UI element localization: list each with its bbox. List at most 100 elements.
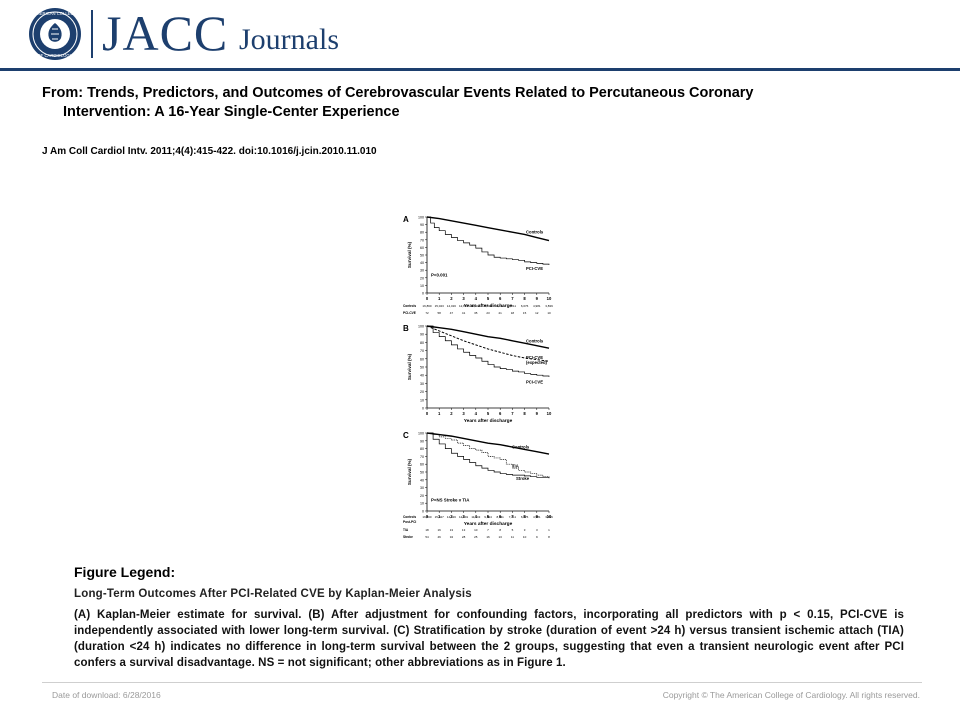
panel-label-b: B [403, 324, 409, 333]
download-date: Date of download: 6/28/2016 [52, 690, 161, 700]
risk-row-value: 10 [547, 311, 551, 315]
x-tick-label: 6 [499, 296, 502, 301]
y-tick-label: 90 [420, 223, 424, 227]
brand-jacc: JACC [102, 5, 229, 61]
risk-row-value: 12,801 [459, 304, 469, 308]
x-tick-label: 9 [536, 411, 539, 416]
x-tick-label: 10 [547, 411, 552, 416]
x-tick-label: 1 [438, 514, 441, 519]
y-tick-label: 50 [420, 366, 424, 370]
y-tick-label: 20 [420, 390, 424, 394]
x-tick-label: 2 [450, 514, 453, 519]
risk-row-value: 28 [462, 535, 466, 539]
panel-label-c: C [403, 431, 409, 440]
y-tick-label: 50 [420, 254, 424, 258]
x-tick-label: 5 [487, 411, 490, 416]
y-tick-label: 60 [420, 463, 424, 467]
risk-row-value: 18 [425, 528, 429, 532]
series-line-pci-cve [427, 216, 550, 265]
risk-row-value: 54 [425, 535, 429, 539]
x-tick-label: 7 [511, 411, 514, 416]
risk-row-value: 9,894 [484, 304, 492, 308]
risk-row-value: 13 [499, 535, 503, 539]
risk-row-value: 5 [512, 528, 514, 532]
y-tick-label: 0 [422, 407, 424, 411]
x-tick-label: 7 [511, 514, 514, 519]
risk-row-value: 9 [536, 535, 538, 539]
svg-text:OF CARDIOLOGY: OF CARDIOLOGY [38, 53, 73, 58]
y-tick-label: 90 [420, 333, 424, 337]
figure-legend-body: (A) Kaplan-Meier estimate for survival. … [74, 609, 904, 669]
acc-seal-logo: AMERICAN COLLEGE OF CARDIOLOGY [29, 8, 81, 60]
x-axis-label: Years after discharge [464, 521, 513, 527]
x-tick-label: 5 [487, 296, 490, 301]
risk-row-value: 7 [487, 528, 489, 532]
risk-row-label: PCI-CVE [403, 311, 416, 315]
risk-table-header: Post-PCI [403, 520, 416, 524]
risk-row-value: 47 [450, 311, 454, 315]
series-label: Controls [526, 338, 544, 343]
risk-row-value: 25 [474, 535, 478, 539]
series-line-tia [427, 432, 550, 479]
y-tick-label: 40 [420, 261, 424, 265]
x-tick-label: 4 [475, 514, 478, 519]
svg-text:AMERICAN COLLEGE: AMERICAN COLLEGE [33, 11, 76, 16]
risk-row-value: 12,801 [459, 515, 469, 519]
y-tick-label: 60 [420, 246, 424, 250]
y-tick-label: 40 [420, 374, 424, 378]
risk-row-value: 35 [474, 311, 478, 315]
x-axis-label: Years after discharge [464, 418, 513, 424]
risk-row-value: 23 [486, 311, 490, 315]
risk-row-value: 16,860 [422, 515, 432, 519]
brand-divider [91, 10, 93, 58]
risk-row-value: 12 [535, 311, 539, 315]
risk-row-value: 3 [536, 528, 538, 532]
risk-row-value: 58 [438, 311, 442, 315]
risk-row-value: 72 [425, 311, 429, 315]
risk-row-value: 8 [499, 528, 501, 532]
x-tick-label: 9 [536, 296, 539, 301]
risk-row-value: 13 [450, 528, 454, 532]
risk-row-value: 6,076 [521, 304, 529, 308]
y-axis-label: Survival (%) [407, 458, 412, 485]
article-title-line2: Intervention: A 16-Year Single-Center Ex… [63, 104, 400, 120]
x-tick-label: 7 [511, 296, 514, 301]
brand-journals: Journals [239, 23, 339, 56]
series-label: (expected) [526, 360, 548, 365]
p-value-annotation: P<0.001 [431, 272, 448, 277]
series-line-controls [426, 216, 550, 242]
x-tick-label: 1 [438, 411, 441, 416]
x-tick-label: 10 [547, 514, 552, 519]
risk-row-value: 13 [462, 528, 466, 532]
risk-row-value: 10 [474, 528, 478, 532]
series-label: PCI-CVE [526, 355, 543, 360]
risk-row-value: 41 [462, 311, 466, 315]
x-tick-label: 3 [462, 411, 465, 416]
y-axis-label: Survival (%) [407, 241, 412, 268]
risk-row-value: 7,211 [509, 304, 517, 308]
p-value-annotation: P=NS Stroke v TIA [431, 498, 470, 503]
risk-row-value: 15,047 [435, 515, 445, 519]
x-tick-label: 6 [499, 514, 502, 519]
series-label: TIA [512, 463, 519, 468]
series-label: Controls [512, 445, 530, 450]
y-tick-label: 50 [420, 471, 424, 475]
series-label: PCI-CVE [526, 379, 543, 384]
y-tick-label: 70 [420, 455, 424, 459]
series-label: Stroke [516, 476, 530, 481]
series-line-pci-cve [427, 325, 550, 377]
y-axis-label: Survival (%) [407, 353, 412, 380]
y-tick-label: 30 [420, 382, 424, 386]
risk-row-label: Controls [403, 515, 416, 519]
risk-row-value: 9,894 [484, 515, 492, 519]
risk-row-value: 4,981 [533, 304, 541, 308]
risk-row-value: 3 [524, 528, 526, 532]
risk-row-value: 7,211 [509, 515, 517, 519]
y-tick-label: 40 [420, 478, 424, 482]
y-tick-label: 80 [420, 231, 424, 235]
x-tick-label: 3 [462, 296, 465, 301]
y-tick-label: 100 [418, 432, 424, 436]
series-line-stroke [427, 432, 550, 479]
kaplan-meier-figure: A 100 90 80 70 60 50 40 30 20 10 0 0 1 2 3 4 5 6 7 8 9 10 Survi… [400, 209, 560, 545]
